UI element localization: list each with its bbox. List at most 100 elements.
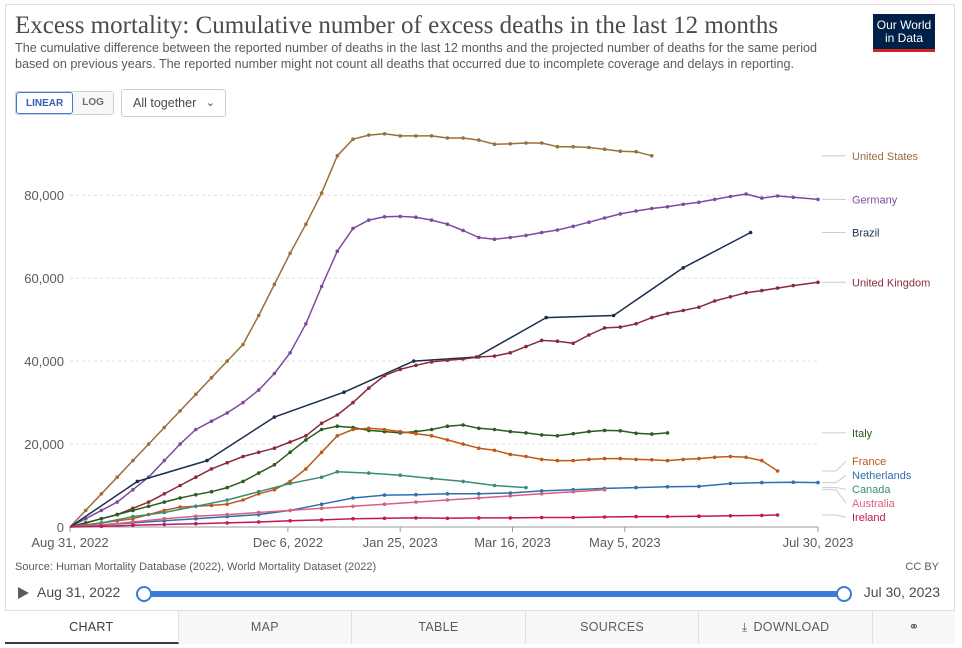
legend-label: France [852,456,886,468]
data-point [477,496,481,500]
data-point [445,222,450,226]
x-tick-label: Aug 31, 2022 [31,535,108,550]
data-point [712,197,717,202]
data-point [272,415,277,419]
download-label: DOWNLOAD [753,620,830,634]
timeline-start-handle[interactable] [136,586,152,602]
y-tick-label: 0 [57,520,64,535]
data-point [256,520,261,524]
data-point [135,479,140,484]
timeline-track[interactable] [144,591,844,597]
data-point [319,421,324,426]
tab-map[interactable]: MAP [178,611,353,644]
data-point [461,136,465,140]
license-link[interactable]: CC BY [905,561,939,573]
data-point [241,400,245,405]
y-tick-label: 60,000 [24,271,64,286]
data-point [429,427,434,432]
data-point [445,424,450,429]
data-point [319,427,324,432]
share-button[interactable]: ⚭ [872,611,955,644]
tab-table[interactable]: TABLE [352,611,526,644]
chart-subtitle: The cumulative difference between the re… [15,41,818,71]
data-point [414,431,418,436]
data-point [335,470,340,474]
data-point [760,458,764,463]
data-point [712,299,717,303]
legend-connector [822,487,847,490]
data-point [634,485,638,490]
data-point [342,390,346,395]
data-point [665,205,670,209]
series-line [69,481,819,528]
data-point [162,425,167,430]
data-point [288,519,292,523]
data-point [99,524,104,528]
data-point [524,344,528,349]
download-icon: ⤓ [741,620,748,634]
data-point [555,458,560,463]
timeline-end-handle[interactable] [836,586,852,602]
data-point [367,218,371,222]
data-point [351,137,355,141]
log-scale-button[interactable]: LOG [73,92,113,114]
data-point [728,514,733,518]
data-point [524,233,528,238]
data-point [162,500,167,504]
data-point [209,467,214,471]
data-point [539,338,544,343]
data-point [429,476,434,481]
data-point [492,483,497,488]
data-point [351,427,355,432]
data-point [634,457,638,462]
data-point [602,428,607,433]
tab-chart[interactable]: CHART [5,611,179,644]
data-point [398,367,403,372]
data-point [162,510,167,515]
data-point [382,215,387,219]
data-point [194,427,198,432]
data-point [429,360,434,364]
data-point [477,235,481,240]
data-point [414,134,418,138]
data-point [304,322,308,326]
data-point [241,479,245,484]
facet-dropdown[interactable]: All together ⌄ [121,89,226,117]
data-point [555,144,560,149]
data-point [602,515,607,519]
data-point [319,450,324,455]
data-point [382,502,387,507]
linear-scale-button[interactable]: LINEAR [16,92,74,114]
data-point [194,516,198,521]
data-point [194,475,198,480]
play-icon[interactable] [18,587,29,599]
data-point [99,516,104,521]
data-point [83,508,88,513]
data-point [681,457,685,462]
legend-connector [822,489,847,504]
owid-logo[interactable]: Our World in Data [873,14,935,52]
data-point [131,487,135,492]
data-point [146,442,151,446]
data-point [492,237,497,241]
data-point [650,206,654,211]
data-point [225,485,229,490]
data-point [272,463,277,467]
data-point [205,458,209,463]
data-point [367,133,371,137]
data-point [398,429,403,434]
tab-sources[interactable]: SOURCES [525,611,700,644]
data-point [131,520,135,524]
data-point [319,518,324,522]
data-point [587,145,591,150]
data-point [146,504,151,509]
data-point [335,434,340,438]
series-line [69,281,819,528]
tab-download[interactable]: ⤓ DOWNLOAD [699,611,873,644]
data-point [508,491,513,495]
data-point [587,220,591,224]
data-point [225,521,229,525]
facet-dropdown-label: All together [133,96,197,110]
data-point [697,456,701,461]
data-point [760,513,764,518]
